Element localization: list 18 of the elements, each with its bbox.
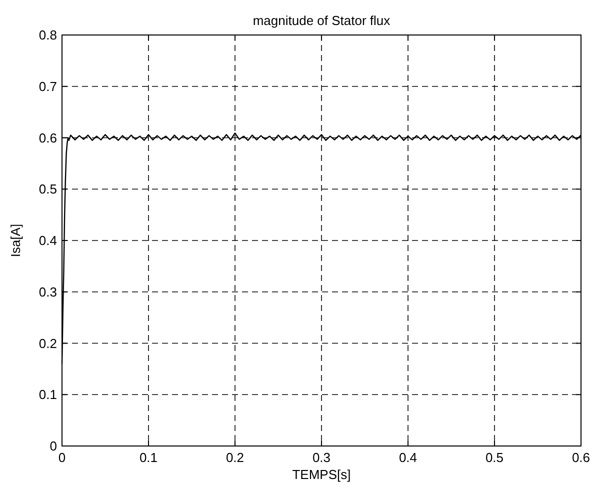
x-tick-label: 0.4 [398,450,418,465]
y-tick-label: 0.5 [38,182,57,197]
y-tick-label: 0.8 [38,28,57,42]
y-tick-label: 0.4 [38,233,57,248]
y-tick-label: 0.3 [38,284,57,300]
y-tick-label: 0.6 [38,130,57,146]
x-tick-label: 0.5 [485,450,504,465]
y-tick-label: 0.2 [38,336,57,351]
x-axis-title: TEMPS[s] [292,467,351,482]
y-axis-title: Isa[A] [8,224,23,258]
x-tick-label: 0.2 [226,450,244,465]
x-tick-label: 0.1 [139,450,158,465]
y-tick-label: 0.7 [38,78,57,94]
y-tick-label: 0 [50,438,57,454]
x-tick-label: 0.3 [312,450,331,465]
x-tick-label: 0.6 [572,450,590,465]
y-tick-label: 0.1 [38,387,57,402]
chart-title: magnitude of Stator flux [252,13,391,28]
